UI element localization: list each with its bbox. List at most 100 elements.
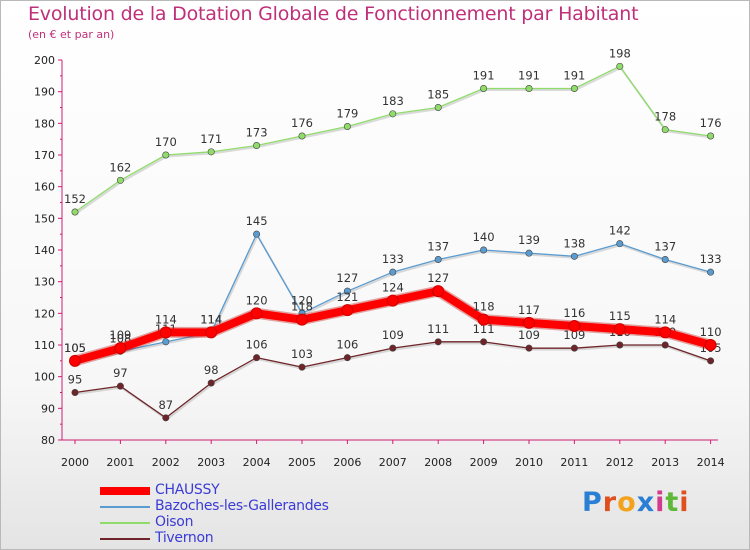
- data-label-oison: 183: [382, 94, 404, 108]
- data-label-chaussy: 116: [563, 306, 585, 320]
- data-label-bazoches-les-gallerandes: 137: [654, 240, 676, 254]
- data-point-oison: [434, 104, 442, 112]
- data-label-bazoches-les-gallerandes: 137: [427, 240, 449, 254]
- y-tick-label: 130: [34, 276, 55, 289]
- data-label-chaussy: 114: [654, 312, 676, 326]
- data-point-oison: [207, 148, 215, 156]
- data-label-chaussy: 120: [246, 293, 268, 307]
- data-point-tivernon: [389, 344, 397, 352]
- data-point-chaussy: [568, 320, 581, 332]
- data-label-tivernon: 106: [336, 338, 358, 352]
- legend-swatch-oison: [100, 522, 150, 524]
- data-point-tivernon: [253, 354, 261, 362]
- data-label-tivernon: 109: [382, 328, 404, 342]
- logo-letter: r: [602, 487, 618, 518]
- data-point-bazoches-les-gallerandes: [162, 338, 170, 346]
- data-point-tivernon: [207, 379, 215, 387]
- data-label-tivernon: 95: [68, 373, 83, 387]
- data-label-bazoches-les-gallerandes: 145: [246, 214, 268, 228]
- legend-label-bazoches: Bazoches-les-Gallerandes: [155, 498, 329, 514]
- data-point-oison: [116, 176, 124, 184]
- data-label-tivernon: 106: [246, 338, 268, 352]
- y-tick-label: 120: [34, 307, 55, 320]
- x-tick-label: 2001: [106, 456, 134, 469]
- proxiti-logo: Proxiti: [582, 487, 690, 518]
- data-label-bazoches-les-gallerandes: 114: [200, 312, 222, 326]
- data-label-chaussy: 115: [609, 309, 631, 323]
- data-label-chaussy: 121: [336, 290, 358, 304]
- x-tick-label: 2010: [515, 456, 543, 469]
- data-label-tivernon: 109: [563, 328, 585, 342]
- data-label-bazoches-les-gallerandes: 140: [473, 230, 495, 244]
- data-label-oison: 152: [64, 192, 86, 206]
- x-tick-label: 2012: [606, 456, 634, 469]
- data-point-chaussy: [69, 354, 81, 367]
- data-point-chaussy: [659, 326, 672, 339]
- data-label-oison: 185: [427, 88, 449, 102]
- data-point-chaussy: [477, 313, 490, 326]
- legend-swatch-tivernon: [100, 538, 150, 540]
- data-label-bazoches-les-gallerandes: 139: [518, 233, 540, 247]
- data-label-chaussy: 114: [200, 312, 222, 326]
- data-label-oison: 191: [473, 69, 495, 83]
- logo-letter: i: [655, 487, 666, 518]
- y-tick-label: 160: [34, 181, 55, 194]
- data-label-bazoches-les-gallerandes: 133: [382, 252, 404, 266]
- y-tick-label: 110: [34, 339, 55, 352]
- data-label-chaussy: 127: [427, 271, 449, 285]
- data-label-oison: 179: [336, 107, 358, 121]
- data-point-tivernon: [707, 357, 715, 365]
- data-point-bazoches-les-gallerandes: [661, 255, 669, 263]
- data-point-tivernon: [298, 363, 306, 371]
- data-label-chaussy: 118: [473, 300, 495, 314]
- data-point-tivernon: [570, 344, 578, 352]
- x-tick-label: 2003: [197, 456, 225, 469]
- data-label-bazoches-les-gallerandes: 133: [700, 252, 722, 266]
- data-label-chaussy: 105: [64, 341, 86, 355]
- data-label-tivernon: 97: [113, 366, 128, 380]
- data-point-oison: [298, 132, 306, 140]
- data-label-tivernon: 111: [473, 322, 495, 336]
- data-point-tivernon: [71, 388, 79, 396]
- legend-label-tivernon: Tivernon: [155, 530, 214, 546]
- data-label-bazoches-les-gallerandes: 142: [609, 224, 631, 238]
- x-tick-label: 2005: [288, 456, 316, 469]
- data-point-oison: [389, 110, 397, 118]
- logo-letter: x: [636, 487, 656, 518]
- data-point-oison: [570, 85, 578, 93]
- data-label-chaussy: 110: [700, 325, 722, 339]
- data-point-oison: [253, 142, 261, 150]
- logo-letter: t: [665, 487, 680, 518]
- legend-label-chaussy: CHAUSSY: [155, 482, 220, 498]
- data-point-oison: [480, 85, 488, 93]
- data-label-bazoches-les-gallerandes: 108: [109, 331, 131, 345]
- data-point-chaussy: [386, 294, 399, 307]
- data-label-tivernon: 109: [518, 328, 540, 342]
- x-tick-label: 2014: [697, 456, 725, 469]
- data-point-bazoches-les-gallerandes: [434, 255, 442, 263]
- data-point-oison: [162, 151, 170, 159]
- x-tick-label: 2008: [424, 456, 452, 469]
- logo-letter: o: [617, 487, 637, 518]
- data-label-tivernon: 111: [427, 322, 449, 336]
- data-label-oison: 191: [518, 69, 540, 83]
- data-point-bazoches-les-gallerandes: [616, 240, 624, 248]
- data-point-oison: [525, 85, 533, 93]
- y-tick-label: 80: [41, 434, 55, 447]
- data-point-chaussy: [523, 316, 535, 329]
- data-point-tivernon: [162, 414, 170, 422]
- data-point-oison: [661, 126, 669, 134]
- y-tick-label: 90: [41, 402, 55, 415]
- data-label-bazoches-les-gallerandes: 120: [291, 293, 313, 307]
- data-point-tivernon: [343, 354, 351, 362]
- data-point-bazoches-les-gallerandes: [480, 246, 488, 254]
- y-tick-label: 100: [34, 371, 55, 384]
- data-label-chaussy: 117: [518, 303, 540, 317]
- data-label-oison: 178: [654, 110, 676, 124]
- data-label-oison: 191: [563, 69, 585, 83]
- legend-swatch-bazoches: [100, 506, 150, 508]
- data-label-bazoches-les-gallerandes: 105: [64, 341, 86, 355]
- data-point-tivernon: [616, 341, 624, 349]
